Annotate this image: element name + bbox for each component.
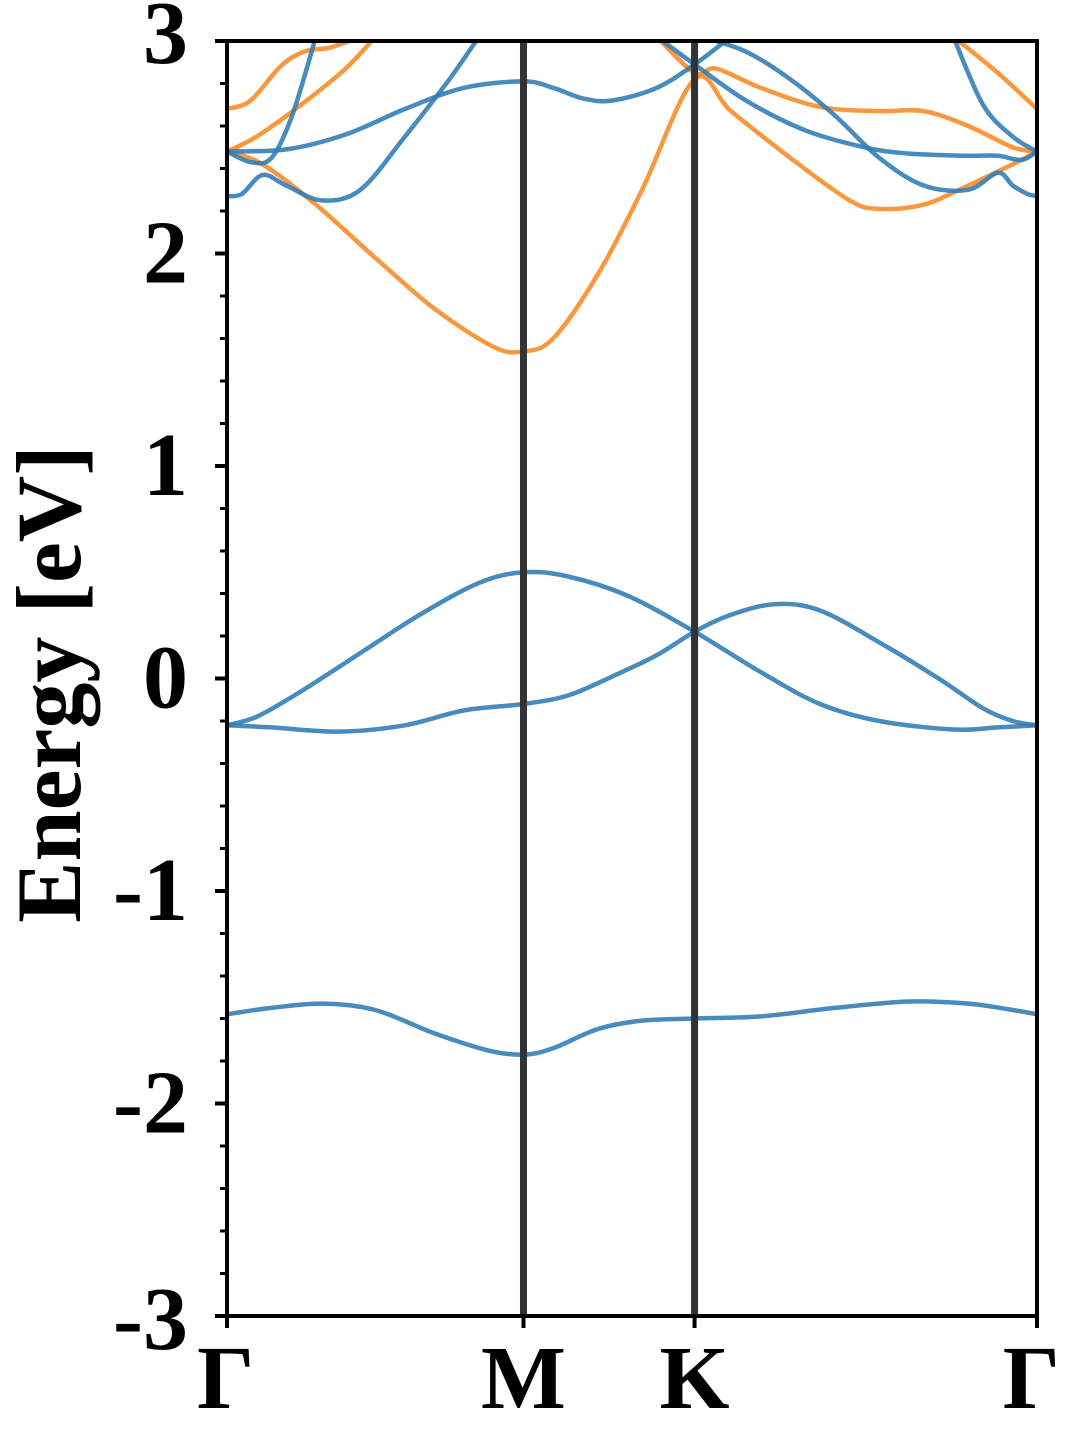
high-symmetry-lines <box>519 41 699 1316</box>
k-point-label: K <box>660 1329 730 1428</box>
k-point-label: Γ <box>1003 1329 1060 1428</box>
band-line-14 <box>952 41 1037 154</box>
y-tick-label: 0 <box>143 629 188 728</box>
band-line-10 <box>227 41 730 154</box>
y-tick-label: 2 <box>143 204 188 303</box>
y-axis: -3 -2 -1 0 1 2 3 <box>113 0 227 1369</box>
band-line-4 <box>227 74 1037 355</box>
band-lines <box>227 41 1037 1057</box>
band-line-2 <box>227 601 1037 734</box>
y-tick-label: 1 <box>143 416 188 515</box>
band-line-8 <box>955 41 1037 111</box>
band-line-11 <box>227 41 318 166</box>
band-line-12 <box>658 41 1037 163</box>
band-line-6 <box>227 41 356 112</box>
k-point-label: M <box>481 1329 566 1428</box>
y-tick-label: -1 <box>113 841 188 940</box>
band-line-3 <box>227 569 1037 733</box>
y-tick-label: -3 <box>113 1270 188 1369</box>
y-tick-label: -2 <box>113 1054 188 1153</box>
y-tick-label: 3 <box>143 0 188 83</box>
k-point-label: Γ <box>197 1329 254 1428</box>
y-axis-label: Energy [eV] <box>0 445 100 923</box>
band-line-5 <box>227 41 375 154</box>
band-line-1 <box>227 999 1037 1057</box>
band-line-13 <box>707 41 1037 199</box>
